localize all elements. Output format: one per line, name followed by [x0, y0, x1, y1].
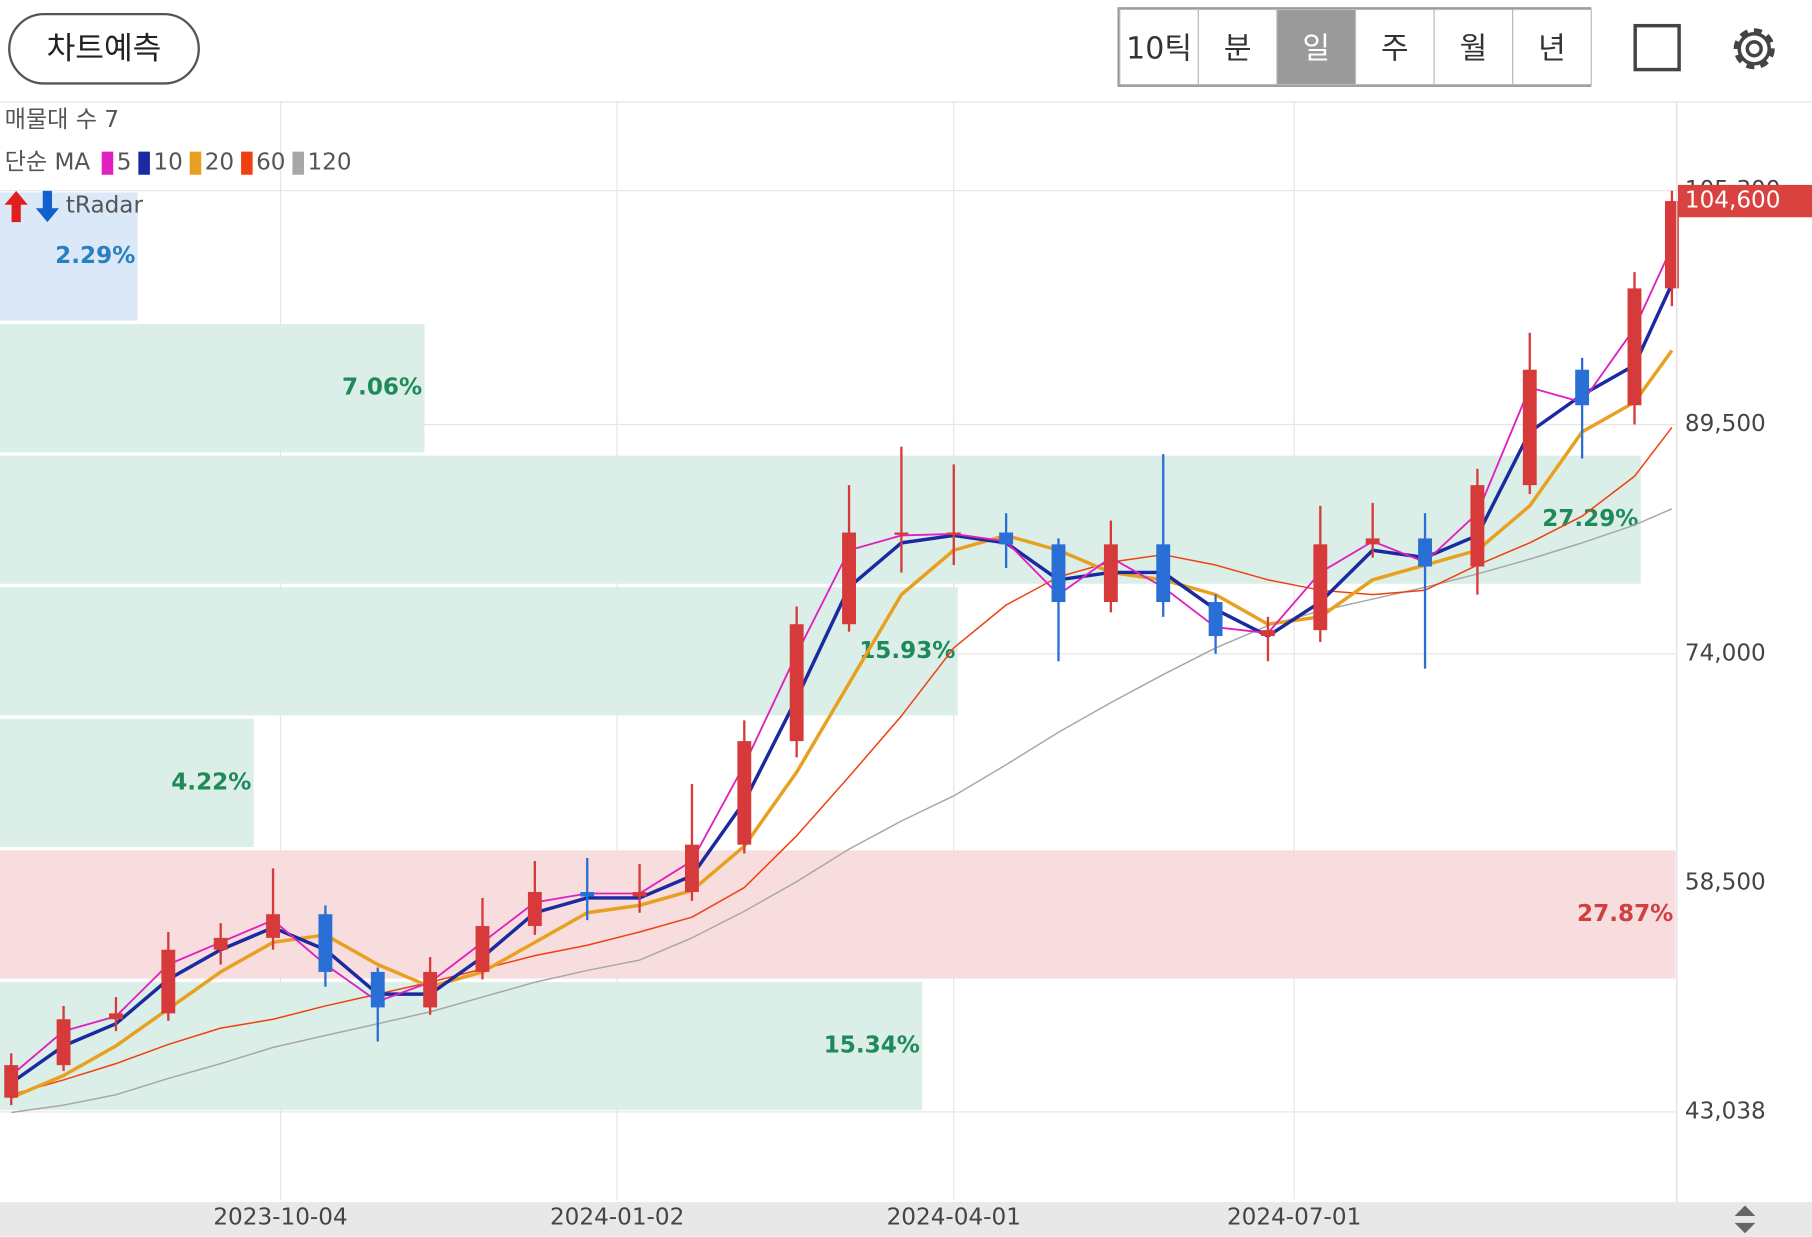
layout-icon[interactable]	[1633, 23, 1681, 72]
x-tick-label: 2024-07-01	[1227, 1205, 1361, 1231]
radar-label: tRadar	[66, 192, 144, 218]
legend-swatch	[138, 151, 150, 175]
candle-body	[1313, 544, 1328, 631]
period-button[interactable]	[1433, 8, 1514, 86]
candle-body	[1156, 544, 1171, 603]
y-tick-label: 43,038	[1685, 1098, 1766, 1124]
legend-swatch	[101, 151, 114, 175]
legend-swatch	[292, 151, 304, 175]
candle-body	[1522, 369, 1537, 486]
candle-body	[842, 532, 856, 625]
volume-label: 7.06%	[342, 375, 422, 401]
period-label: 10틱	[1126, 31, 1192, 66]
candle-body	[4, 1065, 19, 1098]
volume-band	[0, 455, 1641, 584]
predict-button[interactable]	[8, 12, 200, 85]
ma-label: 단순 MA	[5, 150, 91, 176]
gear-hole	[1745, 40, 1763, 58]
candle-body	[527, 892, 542, 927]
candle-body	[266, 914, 280, 938]
legend-label: 60	[256, 150, 285, 176]
candle-body	[370, 971, 385, 1008]
scroll-icon[interactable]	[1734, 1205, 1756, 1234]
candle-body	[789, 624, 804, 742]
plot: 15.34%27.87%4.22%15.93%27.29%7.06%2.29%	[0, 101, 1679, 1200]
volume-band	[0, 192, 138, 321]
profile-count: 매물대 수 7	[5, 107, 119, 133]
up-arrow	[4, 190, 28, 223]
y-tick-label: 89,500	[1685, 411, 1766, 437]
last-price-label: 104,600	[1685, 188, 1781, 214]
volume-band	[0, 324, 425, 453]
gear-teeth	[1733, 28, 1775, 70]
candle-body	[1418, 538, 1432, 567]
period-label: 주	[1381, 31, 1409, 66]
legend-label: 5	[117, 150, 132, 176]
candle-body	[213, 937, 228, 950]
x-tick-label: 2023-10-04	[213, 1205, 347, 1231]
candle-body	[894, 532, 909, 535]
settings-icon[interactable]	[1733, 28, 1775, 70]
predict-label: 차트예측	[47, 31, 162, 67]
x-tick-label: 2024-01-02	[550, 1205, 684, 1231]
period-button[interactable]	[1512, 8, 1592, 86]
candle-body	[1627, 288, 1642, 406]
volume-band	[0, 850, 1676, 979]
period-label: 일	[1302, 31, 1330, 66]
candle-body	[1103, 544, 1118, 603]
candle-body	[109, 1013, 123, 1020]
candle-body	[1261, 630, 1275, 637]
candle-body	[318, 914, 333, 972]
volume-label: 2.29%	[55, 243, 135, 269]
candle-body	[1575, 369, 1590, 406]
legend-swatch	[189, 151, 202, 175]
period-label: 분	[1224, 31, 1252, 66]
volume-label: 27.87%	[1577, 901, 1673, 927]
candle-body	[1365, 538, 1380, 545]
candle-body	[999, 532, 1014, 545]
candle-body	[475, 926, 490, 972]
y-tick-label: 58,500	[1685, 870, 1766, 896]
period-label: 년	[1538, 31, 1566, 66]
volume-band	[0, 982, 923, 1111]
ma-line	[11, 426, 1673, 1096]
ma-line	[10, 349, 1674, 1100]
y-tick-label: 74,000	[1685, 640, 1766, 666]
candle-body	[737, 741, 752, 845]
candle-body	[1664, 201, 1679, 289]
legend-swatch	[241, 151, 253, 175]
candle-body	[423, 971, 438, 1008]
legend-label: 10	[153, 150, 182, 176]
period-button[interactable]	[1276, 8, 1357, 86]
gear-ring	[1737, 32, 1771, 66]
x-tick-label: 2024-04-01	[887, 1205, 1021, 1231]
legend-label: 20	[205, 150, 234, 176]
period-selector: 10틱 분 일 주 월 년	[1117, 7, 1592, 87]
candle-body	[1051, 544, 1066, 603]
period-label: 월	[1460, 31, 1488, 66]
x-axis-strip	[0, 1202, 1812, 1237]
period-button[interactable]	[1354, 8, 1435, 86]
candle-body	[56, 1019, 71, 1066]
volume-label: 4.22%	[171, 769, 251, 795]
last-price-box	[1677, 184, 1812, 218]
candle-body	[580, 892, 595, 897]
ma-legend: 5 10 20 60 120	[101, 150, 352, 176]
down-arrow	[35, 190, 59, 223]
candle-body	[685, 844, 699, 893]
candle-body	[1208, 602, 1223, 637]
legend-label: 120	[307, 150, 351, 176]
candle-body	[632, 892, 647, 897]
candle-body	[946, 532, 961, 535]
candle-body	[161, 949, 176, 1014]
volume-band	[0, 587, 958, 716]
candle-body	[1470, 485, 1485, 567]
volume-band	[0, 718, 254, 847]
volume-label: 15.34%	[824, 1033, 920, 1059]
